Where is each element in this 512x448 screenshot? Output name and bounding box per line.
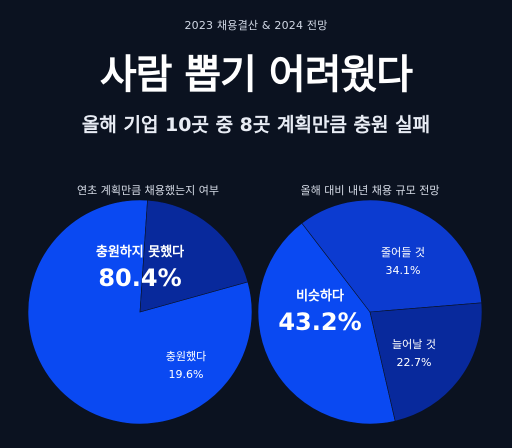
kicker-text: 2023 채용결산 & 2024 전망 — [184, 19, 328, 32]
pie2-slice-1 — [257, 222, 396, 425]
pie2-label-1: 비슷하다 — [296, 288, 344, 304]
pie2-label-2: 줄어들 것 — [381, 246, 425, 259]
pie1-label-1: 충원하지 못했다 — [96, 244, 184, 260]
left-chart-title: 연초 계획만큼 채용했는지 여부 — [76, 184, 220, 197]
pie2-value-2: 34.1% — [386, 264, 421, 277]
pie2-value-3: 22.7% — [397, 356, 432, 369]
pie2-slice-2 — [301, 199, 482, 313]
pie2-label-3: 늘어날 것 — [392, 338, 436, 351]
subheadline: 올해 기업 10곳 중 8곳 계획만큼 충원 실패 — [81, 114, 431, 136]
pie1-label-2: 충원했다 — [166, 350, 206, 363]
headline: 사람 뽑기 어려웠다 — [99, 52, 413, 98]
right-chart-title: 올해 대비 내년 채용 규모 전망 — [300, 184, 440, 197]
pie1-value-2: 19.6% — [169, 368, 204, 381]
pie1-slice-2 — [139, 199, 249, 313]
pie1-value-1: 80.4% — [98, 264, 181, 292]
pie2-slice-3 — [369, 302, 483, 422]
pie2-value-1: 43.2% — [278, 308, 361, 336]
